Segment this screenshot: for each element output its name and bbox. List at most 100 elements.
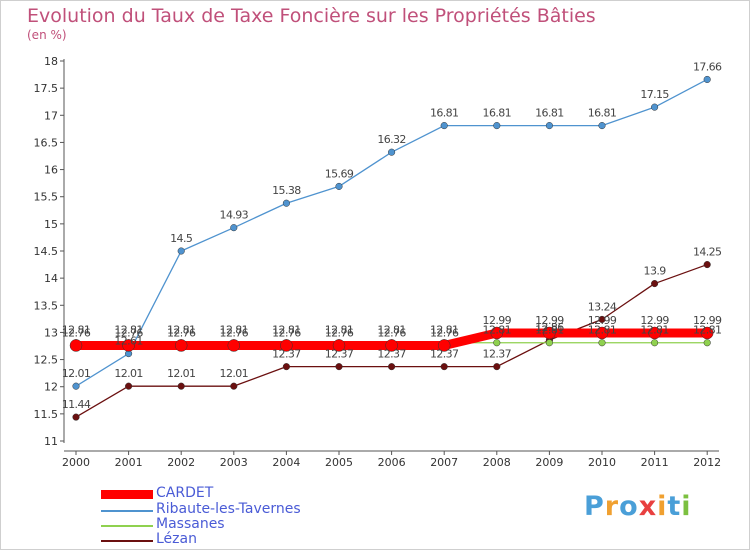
data-label: 12.61 bbox=[114, 335, 143, 348]
data-point bbox=[282, 199, 290, 207]
x-tick-label: 2006 bbox=[378, 456, 406, 469]
data-label: 16.81 bbox=[588, 107, 617, 120]
data-label: 12.99 bbox=[640, 314, 669, 327]
y-tick-label: 18 bbox=[44, 55, 58, 68]
x-tick-label: 2005 bbox=[325, 456, 353, 469]
data-label: 17.66 bbox=[693, 60, 722, 73]
logo-letter: r bbox=[604, 491, 620, 522]
data-point bbox=[651, 280, 659, 288]
y-tick-label: 16 bbox=[44, 164, 58, 177]
data-label: 14.5 bbox=[170, 232, 193, 245]
logo-letter: o bbox=[619, 491, 639, 522]
y-tick-label: 17 bbox=[44, 109, 58, 122]
data-point bbox=[598, 122, 606, 130]
data-label: 12.01 bbox=[114, 367, 143, 380]
data-point bbox=[493, 122, 501, 130]
data-label: 12.81 bbox=[62, 324, 91, 337]
legend-label: Ribaute-les-Tavernes bbox=[156, 501, 301, 517]
data-label: 12.99 bbox=[535, 314, 564, 327]
x-tick-label: 2008 bbox=[483, 456, 511, 469]
x-tick-label: 2004 bbox=[272, 456, 300, 469]
logo-letter: P bbox=[584, 491, 605, 522]
y-tick-label: 12 bbox=[44, 381, 58, 394]
data-point bbox=[125, 382, 133, 390]
legend-swatch-lezan bbox=[101, 540, 153, 542]
data-label: 12.01 bbox=[167, 367, 196, 380]
data-point bbox=[280, 339, 293, 352]
x-tick-label: 2010 bbox=[588, 456, 616, 469]
data-label: 12.01 bbox=[62, 367, 91, 380]
data-label: 12.76 bbox=[62, 326, 91, 339]
data-label: 16.81 bbox=[535, 107, 564, 120]
proxiti-logo: Proxiti bbox=[584, 491, 692, 522]
data-label: 16.32 bbox=[377, 133, 406, 146]
data-label: 12.76 bbox=[167, 326, 196, 339]
data-point bbox=[545, 122, 553, 130]
data-label: 12.76 bbox=[430, 326, 459, 339]
y-tick-label: 16.5 bbox=[34, 136, 59, 149]
x-tick-label: 2003 bbox=[220, 456, 248, 469]
data-label: 12.81 bbox=[693, 324, 722, 337]
data-point bbox=[493, 339, 501, 347]
data-point bbox=[651, 339, 659, 347]
chart-title: Evolution du Taux de Taxe Foncière sur l… bbox=[27, 5, 596, 27]
data-label: 12.81 bbox=[167, 324, 196, 337]
data-point bbox=[543, 326, 556, 340]
x-tick-label: 2009 bbox=[535, 456, 563, 469]
legend-swatch-cardet bbox=[101, 490, 153, 499]
data-point bbox=[700, 326, 714, 340]
logo-letter: i bbox=[681, 491, 692, 522]
x-tick-label: 2000 bbox=[62, 456, 90, 469]
data-point bbox=[703, 261, 711, 269]
data-point bbox=[651, 103, 659, 111]
data-label: 11.44 bbox=[62, 398, 91, 411]
legend-label: Massanes bbox=[156, 516, 225, 532]
data-label: 15.38 bbox=[272, 184, 301, 197]
data-label: 12.81 bbox=[535, 324, 564, 337]
data-point bbox=[174, 339, 188, 352]
data-point bbox=[72, 413, 80, 421]
legend-label: Lézan bbox=[156, 531, 197, 547]
data-point bbox=[648, 326, 661, 340]
data-label: 15.69 bbox=[325, 167, 354, 180]
data-label: 12.76 bbox=[325, 326, 354, 339]
data-label: 12.37 bbox=[377, 348, 406, 361]
y-tick-label: 15 bbox=[44, 218, 58, 231]
data-point bbox=[332, 339, 346, 352]
data-point bbox=[177, 247, 185, 255]
data-point bbox=[335, 182, 343, 190]
logo-letter: t bbox=[667, 491, 682, 522]
data-point bbox=[227, 339, 241, 352]
data-point bbox=[282, 363, 290, 371]
data-point bbox=[598, 315, 606, 323]
series-points bbox=[69, 75, 714, 421]
data-point bbox=[335, 363, 343, 371]
y-tick-label: 11 bbox=[44, 435, 58, 448]
data-label: 12.81 bbox=[588, 324, 617, 337]
y-tick-label: 13 bbox=[44, 326, 58, 339]
data-point bbox=[72, 382, 80, 390]
data-label: 12.76 bbox=[377, 326, 406, 339]
data-label: 13.9 bbox=[644, 265, 667, 278]
x-tick-label: 2001 bbox=[115, 456, 143, 469]
x-tick-label: 2011 bbox=[641, 456, 669, 469]
data-label: 12.37 bbox=[325, 348, 354, 361]
data-label: 12.76 bbox=[272, 326, 301, 339]
data-point bbox=[598, 339, 606, 347]
x-tick-label: 2002 bbox=[167, 456, 195, 469]
data-point bbox=[440, 363, 448, 371]
legend-swatch-massanes bbox=[101, 525, 153, 527]
logo-letter: i bbox=[657, 491, 668, 522]
data-labels: 11.44 12.01 12.01 12.01 12.37 12.37 12.37 12.37… bbox=[62, 60, 723, 411]
x-tick-label: 2012 bbox=[693, 456, 721, 469]
data-point bbox=[122, 339, 135, 352]
data-label: 12.81 bbox=[325, 324, 354, 337]
legend-swatch-ribaute bbox=[101, 510, 153, 512]
data-label: 12.81 bbox=[483, 324, 512, 337]
data-label: 12.81 bbox=[640, 324, 669, 337]
legend-label: CARDET bbox=[156, 485, 214, 501]
y-tick-label: 13.5 bbox=[34, 299, 59, 312]
y-tick-label: 17.5 bbox=[34, 82, 59, 95]
data-point bbox=[230, 382, 238, 390]
data-point bbox=[69, 339, 83, 352]
